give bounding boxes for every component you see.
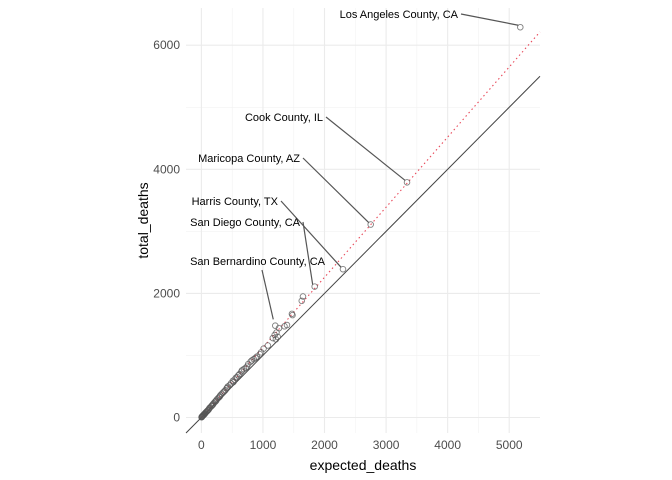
data-point xyxy=(248,357,256,364)
data-point xyxy=(216,393,224,400)
annotation-leader xyxy=(460,13,519,26)
fit-line xyxy=(200,31,541,418)
data-point xyxy=(274,333,281,341)
y-tick-label: 2000 xyxy=(153,286,180,300)
y-axis-tick-labels: 0 2000 4000 6000 xyxy=(153,38,180,424)
data-point xyxy=(264,342,272,349)
annotation-label: Cook County, IL xyxy=(245,112,323,124)
data-point xyxy=(367,221,374,228)
annotation-leaders xyxy=(261,13,519,320)
data-point xyxy=(256,350,264,358)
annotation-leader xyxy=(302,221,314,285)
data-point xyxy=(299,293,307,300)
x-axis-title: expected_deaths xyxy=(310,457,417,473)
data-point xyxy=(289,311,296,319)
data-point xyxy=(198,413,205,421)
y-axis-title: total_deaths xyxy=(135,182,151,258)
data-point xyxy=(223,384,231,391)
y-tick-label: 4000 xyxy=(153,162,180,176)
x-tick-label: 5000 xyxy=(496,438,523,452)
identity-line xyxy=(185,75,541,434)
data-point xyxy=(298,297,305,305)
annotation-label: Harris County, TX xyxy=(192,196,279,208)
annotation-label: San Bernardino County, CA xyxy=(190,256,326,268)
data-point xyxy=(230,378,237,386)
y-tick-label: 6000 xyxy=(153,38,180,52)
annotation-leader xyxy=(261,269,274,320)
data-point xyxy=(238,367,246,374)
major-gridlines xyxy=(186,8,540,433)
data-points xyxy=(198,23,524,421)
x-tick-label: 2000 xyxy=(311,438,338,452)
data-point xyxy=(403,179,411,186)
minor-gridlines xyxy=(186,8,540,433)
data-point xyxy=(283,321,291,329)
annotation-label: Los Angeles County, CA xyxy=(340,9,459,21)
annotation-leader xyxy=(325,116,406,181)
x-tick-label: 1000 xyxy=(250,438,277,452)
y-tick-label: 0 xyxy=(173,410,180,424)
annotation-leader xyxy=(302,157,370,223)
x-tick-label: 0 xyxy=(198,438,205,452)
data-point xyxy=(311,283,318,290)
data-point xyxy=(339,265,347,273)
x-tick-label: 4000 xyxy=(434,438,461,452)
data-point xyxy=(257,349,265,356)
x-tick-label: 3000 xyxy=(373,438,400,452)
reference-lines xyxy=(185,31,541,434)
data-point xyxy=(212,398,219,405)
x-axis-tick-labels: 0 1000 2000 3000 4000 5000 xyxy=(198,438,523,452)
annotation-labels: Los Angeles County, CA Cook County, IL Mar… xyxy=(190,9,459,268)
data-point xyxy=(243,363,251,370)
annotation-label: Maricopa County, AZ xyxy=(198,153,300,165)
annotation-label: San Diego County, CA xyxy=(190,217,301,229)
annotation-leader xyxy=(280,200,342,268)
data-point xyxy=(517,23,524,31)
